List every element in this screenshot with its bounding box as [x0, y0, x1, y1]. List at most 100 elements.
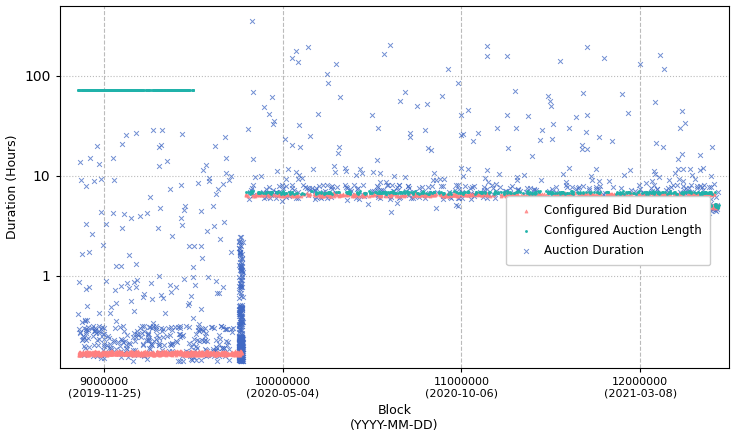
Auction Duration [201, 348, 213, 355]
Auction Duration [207, 323, 218, 330]
Auction Duration [165, 341, 177, 348]
Auction Duration [235, 342, 247, 349]
Configured Bid Duration [213, 350, 225, 357]
Auction Duration [673, 196, 684, 203]
Auction Duration [270, 189, 282, 196]
Configured Auction Length [118, 86, 130, 93]
Configured Auction Length [709, 202, 721, 209]
Configured Auction Length [611, 189, 623, 196]
Configured Bid Duration [165, 350, 177, 357]
Configured Bid Duration [125, 350, 137, 357]
Auction Duration [481, 166, 493, 173]
Auction Duration [236, 345, 248, 352]
Configured Bid Duration [484, 192, 496, 199]
Auction Duration [236, 260, 248, 267]
Configured Auction Length [437, 190, 449, 197]
Configured Bid Duration [169, 349, 181, 356]
Auction Duration [98, 354, 110, 361]
Auction Duration [428, 170, 440, 177]
Auction Duration [235, 276, 247, 283]
Configured Auction Length [648, 190, 659, 197]
Auction Duration [123, 339, 135, 346]
Configured Auction Length [175, 86, 187, 93]
Auction Duration [658, 65, 670, 72]
Configured Bid Duration [205, 350, 217, 357]
Configured Bid Duration [684, 201, 695, 208]
Auction Duration [237, 336, 248, 343]
Configured Auction Length [73, 86, 85, 93]
Configured Bid Duration [706, 204, 718, 211]
Configured Bid Duration [162, 349, 174, 356]
Configured Bid Duration [137, 349, 148, 356]
Auction Duration [700, 202, 711, 209]
Configured Bid Duration [440, 191, 452, 198]
Configured Auction Length [276, 190, 288, 197]
Auction Duration [236, 349, 248, 356]
Configured Bid Duration [331, 191, 343, 198]
Configured Bid Duration [176, 349, 187, 356]
Configured Bid Duration [135, 350, 147, 357]
Auction Duration [183, 323, 195, 330]
Configured Bid Duration [123, 350, 135, 357]
Configured Auction Length [318, 190, 330, 197]
Auction Duration [234, 338, 246, 345]
Auction Duration [500, 189, 512, 196]
Auction Duration [235, 348, 247, 355]
Configured Bid Duration [80, 348, 92, 355]
Auction Duration [590, 166, 602, 173]
Configured Bid Duration [210, 351, 222, 358]
Auction Duration [207, 348, 219, 355]
Auction Duration [103, 335, 115, 342]
Configured Bid Duration [462, 192, 474, 199]
Configured Bid Duration [421, 192, 433, 199]
Configured Auction Length [502, 189, 514, 196]
Configured Bid Duration [517, 192, 528, 199]
Auction Duration [164, 185, 176, 192]
Configured Bid Duration [184, 350, 196, 357]
Auction Duration [197, 167, 209, 174]
Configured Bid Duration [459, 191, 470, 198]
Configured Bid Duration [93, 350, 104, 357]
Configured Auction Length [684, 189, 695, 196]
Auction Duration [504, 185, 516, 192]
Configured Bid Duration [101, 349, 112, 356]
Configured Bid Duration [705, 202, 717, 209]
Configured Bid Duration [82, 348, 93, 355]
Configured Bid Duration [601, 190, 613, 197]
Configured Auction Length [404, 188, 415, 195]
Configured Bid Duration [200, 349, 212, 356]
Configured Bid Duration [481, 191, 492, 198]
Auction Duration [161, 333, 173, 340]
Configured Auction Length [364, 188, 376, 195]
Auction Duration [695, 189, 706, 196]
Configured Auction Length [332, 188, 344, 195]
Auction Duration [190, 357, 201, 364]
Auction Duration [187, 263, 199, 270]
Auction Duration [134, 212, 146, 219]
Configured Auction Length [83, 86, 95, 93]
Configured Bid Duration [587, 191, 599, 198]
Configured Bid Duration [566, 192, 578, 199]
Auction Duration [705, 196, 717, 203]
Auction Duration [263, 189, 275, 196]
Auction Duration [641, 193, 653, 200]
Auction Duration [690, 210, 702, 217]
Configured Bid Duration [97, 349, 109, 356]
Auction Duration [577, 183, 589, 190]
Configured Auction Length [375, 190, 387, 197]
Configured Bid Duration [387, 190, 398, 197]
Configured Bid Duration [220, 348, 232, 355]
Configured Bid Duration [608, 191, 620, 198]
Auction Duration [234, 357, 246, 364]
Configured Auction Length [156, 86, 168, 93]
Auction Duration [236, 318, 248, 325]
Auction Duration [467, 138, 479, 145]
Configured Auction Length [162, 86, 174, 93]
Auction Duration [234, 311, 245, 318]
Configured Auction Length [97, 86, 109, 93]
Configured Bid Duration [146, 350, 157, 357]
Configured Auction Length [283, 188, 295, 195]
Configured Bid Duration [298, 191, 310, 198]
Configured Bid Duration [700, 192, 712, 199]
Configured Auction Length [489, 190, 501, 197]
